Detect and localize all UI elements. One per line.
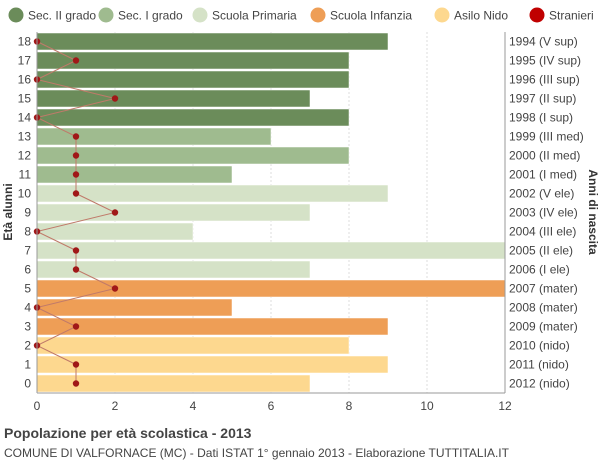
y-tick-label: 4	[24, 301, 31, 315]
legend-label: Scuola Primaria	[212, 9, 297, 23]
stranieri-point	[111, 95, 119, 102]
bar	[36, 51, 350, 70]
chart-subtitle: COMUNE DI VALFORNACE (MC) - Dati ISTAT 1…	[4, 446, 509, 460]
stranieri-point	[72, 152, 80, 159]
bar	[36, 317, 389, 336]
bar	[36, 127, 272, 146]
bar	[36, 165, 233, 184]
y-tick-label-right: 2002 (V ele)	[509, 187, 574, 201]
bar	[36, 184, 389, 203]
y-tick-label: 13	[18, 130, 32, 144]
y-tick-label-right: 2006 (I ele)	[509, 263, 570, 277]
y-tick-label: 12	[18, 149, 32, 163]
stranieri-point	[72, 190, 80, 197]
x-tick-label: 10	[420, 399, 434, 413]
y-tick-label-right: 2005 (II ele)	[509, 244, 573, 258]
stranieri-point	[72, 171, 80, 178]
stranieri-point	[111, 285, 119, 292]
y-tick-label-right: 2011 (nido)	[509, 358, 569, 372]
stranieri-point	[72, 247, 80, 254]
legend-marker	[8, 7, 24, 23]
y-tick-label: 11	[19, 168, 32, 182]
y-tick-label-right: 2004 (III ele)	[509, 225, 576, 239]
y-tick-label-right: 2008 (mater)	[509, 301, 578, 315]
legend-marker	[434, 7, 450, 23]
bar	[36, 355, 389, 374]
bar	[36, 70, 350, 89]
y-tick-label: 6	[24, 263, 31, 277]
x-tick-label: 0	[34, 399, 41, 413]
legend-label: Sec. I grado	[118, 9, 183, 23]
bar	[36, 32, 389, 51]
y-tick-label: 0	[24, 377, 31, 391]
legend-marker	[310, 7, 326, 23]
y-tick-label: 18	[18, 35, 32, 49]
y-tick-label: 10	[18, 187, 32, 201]
stranieri-point	[72, 266, 80, 273]
axes: 18 1994 (V sup)17 1995 (IV sup)16 1996 (III…	[18, 32, 584, 413]
y-tick-label-right: 2009 (mater)	[509, 320, 578, 334]
y-tick-label: 8	[24, 225, 31, 239]
y-tick-label: 17	[18, 54, 32, 68]
x-tick-label: 6	[268, 399, 275, 413]
x-tick-label: 8	[346, 399, 353, 413]
y-tick-label: 1	[24, 358, 31, 372]
legend-label: Scuola Infanzia	[330, 9, 412, 23]
bar	[36, 241, 506, 260]
y-tick-label-right: 2007 (mater)	[509, 282, 578, 296]
stranieri-series	[33, 38, 119, 387]
bar	[36, 108, 350, 127]
stranieri-point	[72, 361, 80, 368]
y-tick-label-right: 1997 (II sup)	[509, 92, 576, 106]
y-axis-label-right: Anni di nascita	[586, 169, 600, 255]
stranieri-point	[72, 380, 80, 387]
x-tick-label: 2	[112, 399, 119, 413]
bar	[36, 279, 506, 298]
bar	[36, 146, 350, 165]
bar	[36, 336, 350, 355]
x-tick-label: 4	[190, 399, 197, 413]
legend-label: Sec. II grado	[28, 9, 96, 23]
stranieri-point	[72, 323, 80, 330]
y-tick-label: 7	[24, 244, 31, 258]
stranieri-point	[111, 209, 119, 216]
y-tick-label: 9	[24, 206, 31, 220]
y-tick-label-right: 2010 (nido)	[509, 339, 570, 353]
y-axis-label: Età alunni	[1, 183, 15, 240]
legend-label: Asilo Nido	[454, 9, 508, 23]
legend-marker	[529, 7, 545, 23]
legend-label: Stranieri	[549, 9, 594, 23]
y-tick-label: 16	[18, 73, 32, 87]
bars	[36, 32, 506, 393]
y-tick-label-right: 2000 (II med)	[509, 149, 580, 163]
chart: Sec. II grado Sec. I grado Scuola Primaria…	[1, 7, 600, 413]
y-tick-label-right: 1995 (IV sup)	[509, 54, 581, 68]
y-tick-label-right: 1994 (V sup)	[509, 35, 578, 49]
legend: Sec. II grado Sec. I grado Scuola Primaria…	[8, 7, 594, 23]
y-tick-label: 14	[18, 111, 32, 125]
y-tick-label: 2	[24, 339, 31, 353]
stranieri-point	[72, 133, 80, 140]
chart-title: Popolazione per età scolastica - 2013	[4, 425, 252, 441]
legend-marker	[98, 7, 114, 23]
y-tick-label-right: 1996 (III sup)	[509, 73, 580, 87]
y-tick-label-right: 2001 (I med)	[509, 168, 577, 182]
y-tick-label-right: 1998 (I sup)	[509, 111, 573, 125]
y-tick-label: 15	[18, 92, 32, 106]
y-tick-label-right: 1999 (III med)	[509, 130, 584, 144]
bar	[36, 298, 233, 317]
x-tick-label: 12	[498, 399, 512, 413]
y-tick-label-right: 2012 (nido)	[509, 377, 570, 391]
bar	[36, 203, 311, 222]
stranieri-point	[72, 57, 80, 64]
legend-marker	[192, 7, 208, 23]
y-tick-label: 3	[24, 320, 31, 334]
bar	[36, 89, 311, 108]
y-tick-label-right: 2003 (IV ele)	[509, 206, 578, 220]
y-tick-label: 5	[24, 282, 31, 296]
